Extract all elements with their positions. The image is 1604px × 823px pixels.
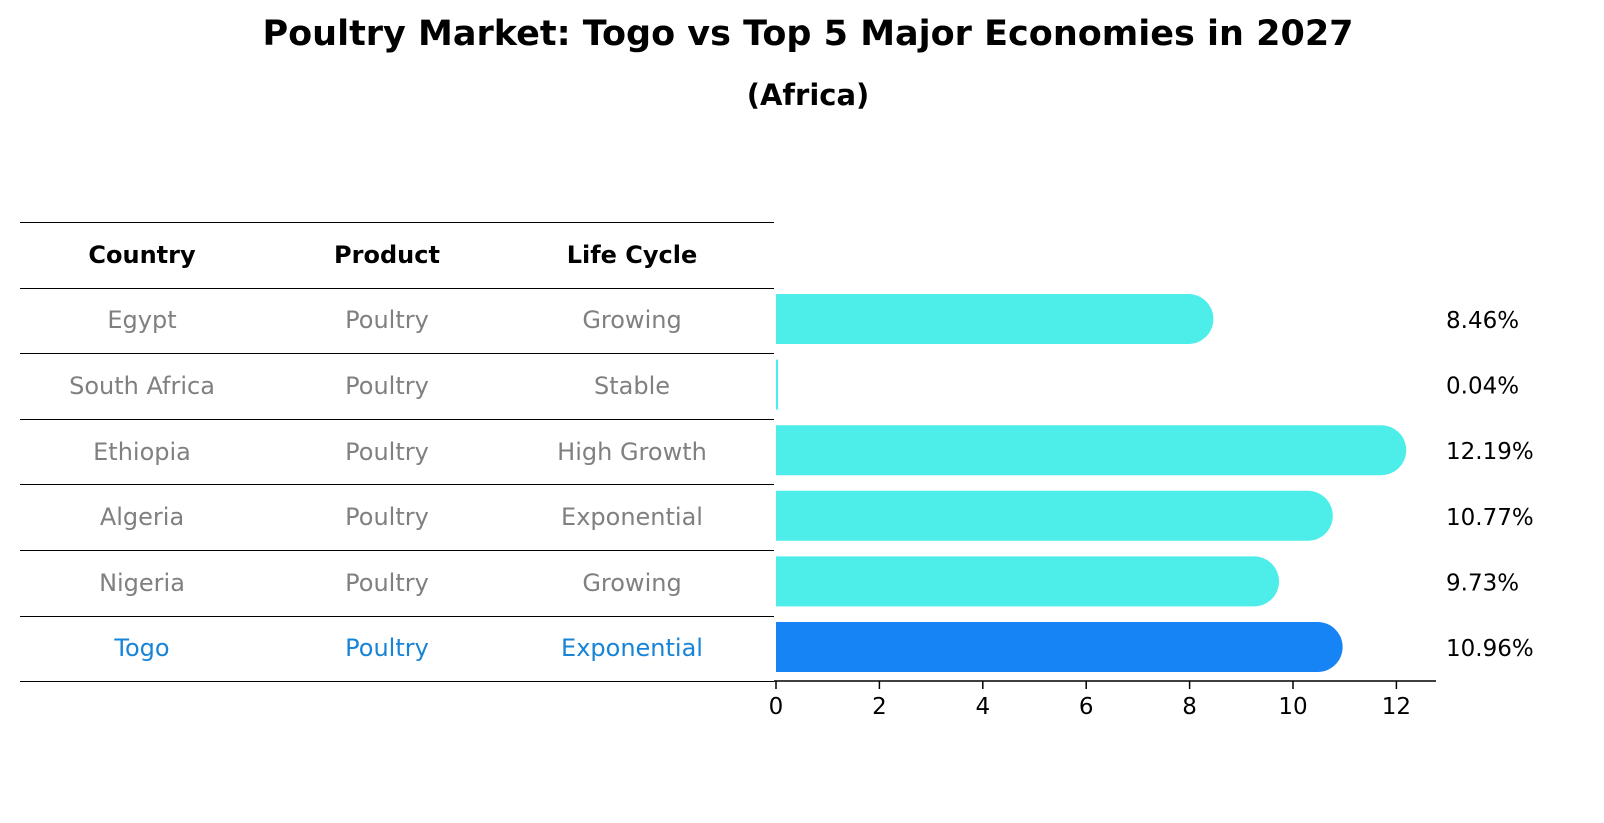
bar — [776, 359, 779, 410]
bar-value-label: 10.77% — [1446, 505, 1534, 531]
table-rule — [20, 681, 774, 683]
x-tick-label: 10 — [1278, 694, 1307, 720]
table-cell-life-cycle: Exponential — [561, 503, 703, 532]
table-rule — [20, 615, 774, 617]
table-cell-product: Poultry — [345, 634, 429, 663]
x-tick-label: 8 — [1182, 694, 1197, 720]
table-cell-life-cycle: Growing — [582, 568, 682, 597]
table-rule — [20, 418, 774, 420]
table-cell-country: Ethiopia — [93, 437, 191, 466]
table-cell-life-cycle: Growing — [582, 306, 682, 335]
table-cell-life-cycle: High Growth — [557, 437, 707, 466]
x-tick-label: 6 — [1079, 694, 1094, 720]
chart-title: Poultry Market: Togo vs Top 5 Major Econ… — [262, 14, 1354, 54]
table-cell-life-cycle: Exponential — [561, 634, 703, 663]
bar-value-label: 8.46% — [1446, 308, 1519, 334]
table-header-country: Country — [88, 240, 196, 269]
bar — [776, 490, 1333, 541]
table-header-life-cycle: Life Cycle — [566, 240, 698, 269]
bar — [776, 622, 1343, 672]
chart-subtitle: (Africa) — [746, 78, 870, 112]
bar — [776, 556, 1280, 607]
table-cell-product: Poultry — [345, 437, 429, 466]
x-tick-label: 0 — [769, 694, 784, 720]
table-cell-country: Togo — [114, 634, 170, 663]
x-tick-label: 2 — [872, 694, 887, 720]
table-cell-product: Poultry — [345, 372, 429, 400]
table-header-product: Product — [334, 240, 440, 269]
table-cell-country: Algeria — [99, 503, 185, 532]
bar-value-label: 10.96% — [1446, 636, 1534, 662]
bar-value-label: 9.73% — [1446, 570, 1519, 596]
table-rule — [20, 550, 774, 551]
table-cell-country: South Africa — [69, 372, 215, 400]
bar — [776, 294, 1214, 344]
bar-value-label: 0.04% — [1446, 374, 1519, 400]
table-cell-country: Egypt — [107, 306, 177, 335]
table-rule — [20, 222, 774, 223]
table-cell-product: Poultry — [345, 306, 429, 335]
table-rule — [20, 484, 774, 486]
x-tick-label: 4 — [975, 694, 990, 720]
table-cell-product: Poultry — [345, 503, 429, 532]
table-cell-life-cycle: Stable — [593, 372, 671, 400]
x-tick-label: 12 — [1382, 694, 1411, 720]
table-cell-country: Nigeria — [99, 568, 185, 597]
table-cell-product: Poultry — [345, 568, 429, 597]
bar-value-label: 12.19% — [1446, 439, 1534, 465]
table-rule — [20, 353, 774, 355]
bar — [776, 425, 1407, 476]
table-rule — [20, 287, 774, 289]
